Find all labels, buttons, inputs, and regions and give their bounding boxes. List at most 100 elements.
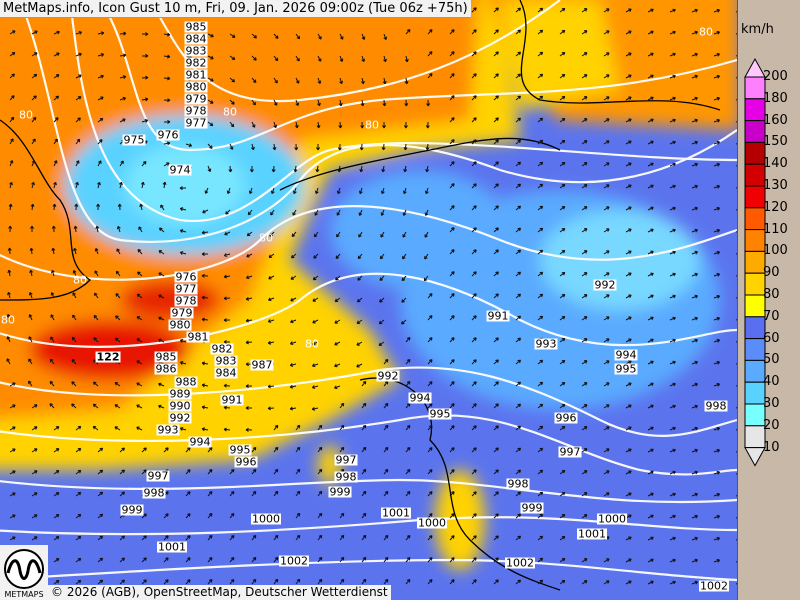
wind-arrow <box>334 363 341 368</box>
wind-arrow <box>273 446 279 453</box>
wind-arrow <box>30 203 35 211</box>
wind-arrow <box>603 492 610 497</box>
wind-arrow <box>493 337 499 343</box>
legend-label: 10 <box>763 439 780 455</box>
wind-arrow <box>493 535 499 541</box>
wind-arrow <box>294 143 299 151</box>
isobar-label: 995 <box>614 362 638 376</box>
wind-arrow <box>9 116 15 123</box>
wind-arrow <box>603 52 610 57</box>
isobar-label: 983 <box>214 354 238 368</box>
wind-arrow <box>493 7 499 13</box>
wind-arrow <box>405 446 411 453</box>
wind-arrow <box>735 143 737 145</box>
wind-arrow <box>92 403 99 409</box>
gust-value-label: 80 <box>305 337 319 351</box>
wind-arrow <box>691 206 698 211</box>
wind-arrow <box>53 52 60 57</box>
wind-arrow <box>401 297 407 303</box>
wind-arrow <box>337 165 342 173</box>
wind-arrow <box>273 121 278 129</box>
wind-arrow <box>357 253 363 260</box>
wind-arrow <box>581 206 588 211</box>
wind-arrow <box>603 228 610 233</box>
wind-arrow <box>251 55 257 61</box>
wind-arrow <box>75 160 80 167</box>
wind-arrow <box>625 162 632 167</box>
wind-arrow <box>383 55 387 63</box>
wind-arrow <box>559 117 566 123</box>
wind-arrow <box>245 405 253 410</box>
wind-arrow <box>356 297 363 303</box>
wind-arrow <box>378 341 385 346</box>
wind-arrow <box>537 139 544 145</box>
wind-arrow <box>493 183 499 189</box>
wind-arrow <box>163 447 169 453</box>
wind-arrow <box>691 184 698 189</box>
wind-arrow <box>229 121 235 128</box>
wind-arrow <box>581 228 588 233</box>
wind-arrow <box>9 492 16 497</box>
wind-arrow <box>405 556 411 563</box>
wind-arrow <box>229 578 235 585</box>
wind-arrow <box>53 580 60 585</box>
wind-arrow <box>179 427 187 431</box>
isobar-label: 995 <box>228 443 252 457</box>
wind-arrow <box>713 250 721 255</box>
wind-arrow <box>163 535 169 541</box>
wind-arrow <box>669 8 676 13</box>
weather-map[interactable]: 985 984 983 982 981 980 979 978 977 976 975 974 976 9… <box>0 0 737 600</box>
wind-arrow <box>317 578 323 585</box>
wind-arrow <box>9 514 16 519</box>
wind-arrow <box>229 512 235 519</box>
wind-arrow <box>625 294 632 299</box>
wind-arrow <box>339 55 344 62</box>
wind-arrow <box>537 95 544 101</box>
wind-arrow <box>163 513 169 519</box>
wind-arrow <box>97 96 104 101</box>
isobar-label: 994 <box>188 435 212 449</box>
wind-arrow <box>31 116 37 123</box>
wind-arrow <box>317 512 323 519</box>
wind-arrow <box>493 469 499 475</box>
wind-arrow <box>295 77 300 84</box>
wind-arrow <box>426 99 431 107</box>
wind-arrow <box>273 556 279 563</box>
isobar-label: 999 <box>120 503 144 517</box>
wind-arrow <box>691 272 698 277</box>
wind-arrow <box>691 426 698 431</box>
wind-arrow <box>358 187 363 195</box>
wind-arrow <box>31 470 38 475</box>
wind-arrow <box>7 291 11 299</box>
wind-arrow <box>97 447 104 453</box>
wind-arrow <box>647 228 654 233</box>
wind-arrow <box>360 77 365 85</box>
wind-arrow <box>158 272 165 277</box>
wind-arrow <box>383 380 389 387</box>
wind-arrow <box>625 426 632 431</box>
wind-arrow <box>97 491 104 497</box>
wind-arrow <box>361 468 367 475</box>
wind-arrow <box>691 558 698 563</box>
wind-arrow <box>493 205 499 211</box>
wind-arrow <box>424 253 429 260</box>
wind-arrow <box>9 95 15 101</box>
wind-arrow <box>537 161 544 167</box>
isobar-label: 986 <box>154 362 178 376</box>
wind-arrow <box>515 95 522 101</box>
wind-arrow <box>427 403 433 409</box>
wind-arrow <box>735 275 737 277</box>
isobar-label: 976 <box>174 270 198 284</box>
wind-arrow <box>405 358 411 365</box>
wind-arrow <box>425 165 430 173</box>
wind-arrow <box>735 319 737 321</box>
wind-arrow <box>449 249 455 255</box>
wind-arrow <box>381 143 386 151</box>
wind-arrow <box>713 30 721 35</box>
wind-arrow <box>97 139 103 145</box>
wind-arrow <box>358 209 363 216</box>
wind-arrow <box>713 140 721 145</box>
wind-arrow <box>273 99 278 106</box>
wind-arrow <box>31 404 38 409</box>
isobar-label: 979 <box>184 92 208 106</box>
